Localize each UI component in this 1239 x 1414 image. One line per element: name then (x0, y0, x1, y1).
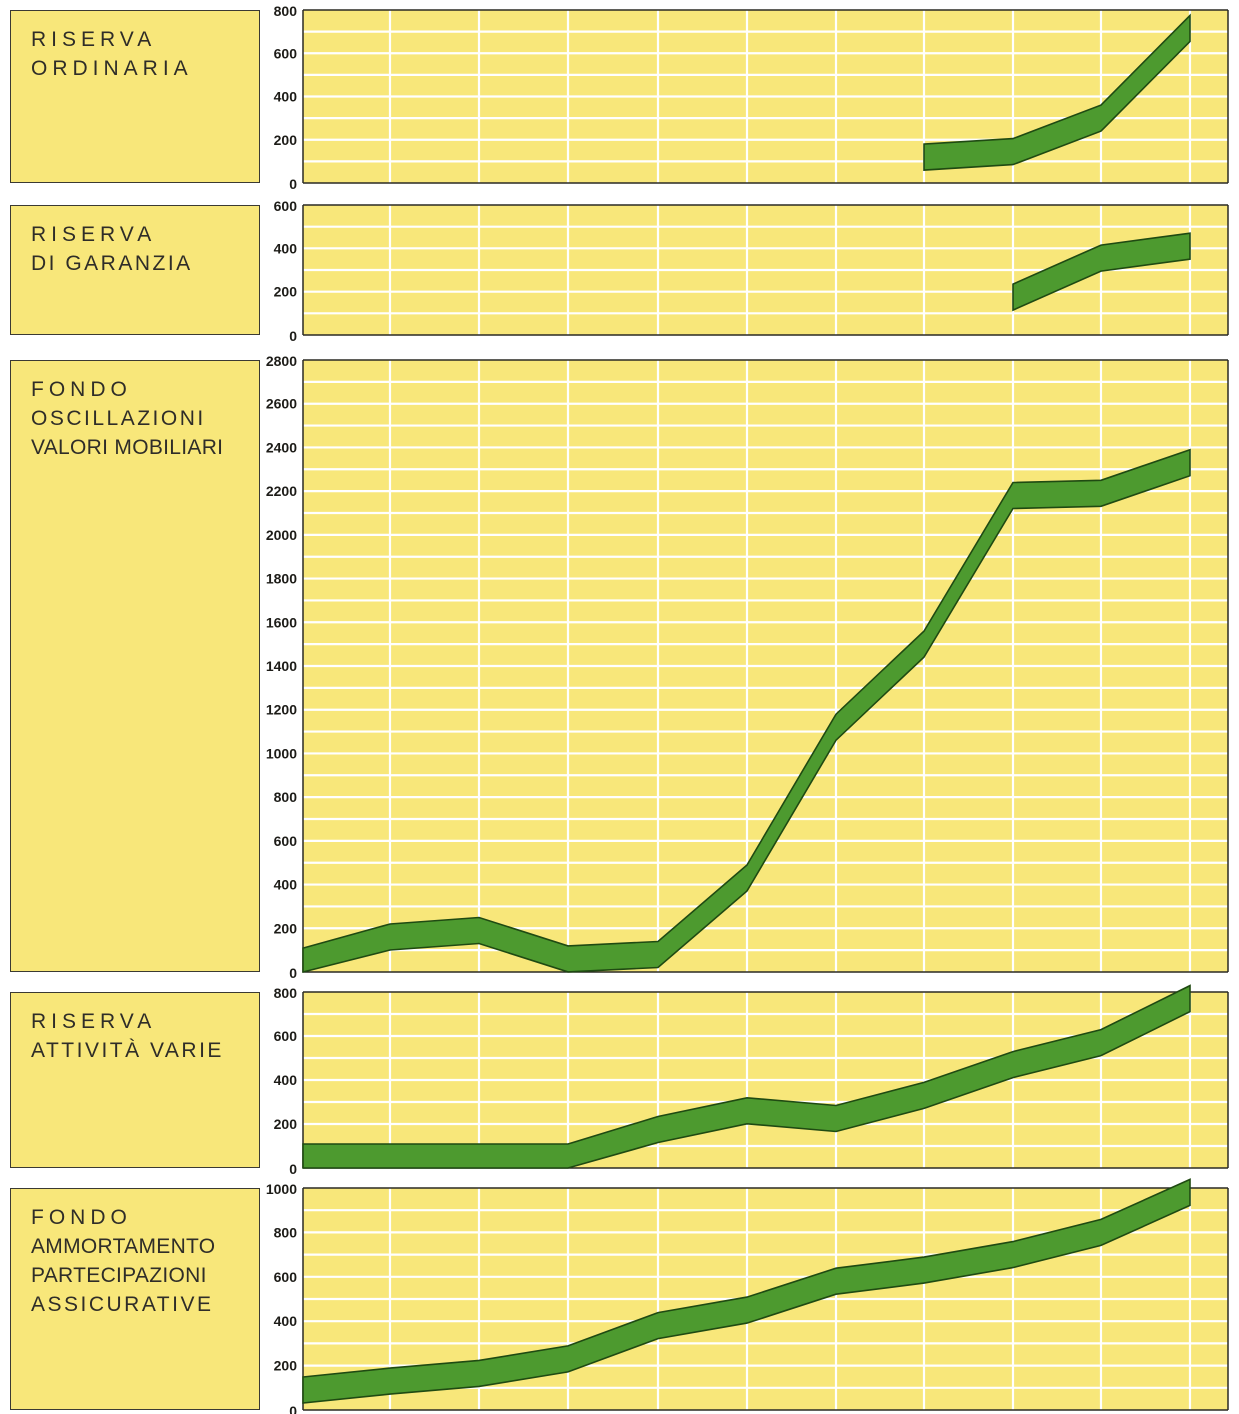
chart-1-label-box: RISERVA ORDINARIA (10, 10, 260, 183)
chart-1: 0 200 400 600 800 (274, 3, 1229, 192)
y-tick-label: 600 (274, 833, 298, 849)
y-tick-label: 1000 (266, 1181, 297, 1197)
y-tick-label: 200 (274, 1358, 298, 1374)
y-tick-label: 200 (274, 132, 298, 148)
y-tick-label: 1600 (266, 614, 297, 630)
chart-2: 0 200 400 600 (274, 198, 1229, 344)
y-tick-label: 2000 (266, 527, 297, 543)
chart-5-title-line: PARTECIPAZIONI (31, 1264, 207, 1287)
chart-5-title-line: FONDO (31, 1206, 132, 1229)
y-tick-label: 2200 (266, 483, 297, 499)
y-tick-label: 800 (274, 1224, 298, 1240)
y-tick-label: 1000 (266, 745, 297, 761)
chart-1-title-line: ORDINARIA (31, 57, 193, 80)
series-band (302, 1178, 1191, 1404)
y-tick-label: 800 (274, 789, 298, 805)
series-band (1012, 232, 1191, 312)
y-tick-label: 600 (274, 45, 298, 61)
chart-5: 0 200 400 600 800 1000 (266, 1178, 1229, 1414)
y-tick-label: 1200 (266, 702, 297, 718)
y-tick-label: 600 (274, 1028, 298, 1044)
y-tick-label: 400 (274, 1072, 298, 1088)
chart-5-title-line: AMMORTAMENTO (31, 1235, 216, 1258)
chart-3-title-line: VALORI MOBILIARI (31, 436, 224, 459)
y-tick-label: 0 (289, 965, 297, 981)
chart-1-title-line: RISERVA (31, 28, 157, 51)
y-tick-label: 1800 (266, 571, 297, 587)
y-tick-label: 400 (274, 1313, 298, 1329)
y-tick-label: 2600 (266, 396, 297, 412)
chart-3-label-box: FONDO OSCILLAZIONI VALORI MOBILIARI (10, 360, 260, 972)
y-tick-label: 0 (289, 328, 297, 344)
y-tick-label: 200 (274, 284, 298, 300)
chart-4-title-line: RISERVA (31, 1010, 157, 1033)
y-tick-label: 600 (274, 198, 298, 214)
y-tick-label: 200 (274, 1116, 298, 1132)
chart-3: 0 200 400 600 800 1000 1200 1400 1600 1800 2000 220… (266, 353, 1229, 981)
chart-4-label-box: RISERVA ATTIVITÀ VARIE (10, 992, 260, 1168)
y-tick-label: 800 (274, 3, 298, 19)
y-tick-label: 0 (289, 1403, 297, 1414)
y-tick-label: 2800 (266, 353, 297, 369)
series-band (302, 448, 1191, 974)
chart-5-title-line: ASSICURATIVE (31, 1293, 214, 1316)
y-tick-label: 200 (274, 920, 298, 936)
y-tick-label: 0 (289, 1161, 297, 1177)
chart-3-title-line: OSCILLAZIONI (31, 407, 206, 430)
chart-4: 0 200 400 600 800 (274, 984, 1229, 1177)
chart-4-title-line: ATTIVITÀ VARIE (31, 1039, 224, 1062)
series-band (302, 984, 1191, 1169)
chart-2-title-line: DI GARANZIA (31, 252, 193, 275)
y-tick-label: 0 (289, 176, 297, 192)
y-tick-label: 2400 (266, 439, 297, 455)
chart-5-label-box: FONDO AMMORTAMENTO PARTECIPAZIONI ASSICURAT… (10, 1188, 260, 1410)
y-tick-label: 400 (274, 240, 298, 256)
y-tick-label: 800 (274, 985, 298, 1001)
y-tick-label: 400 (274, 89, 298, 105)
y-tick-label: 400 (274, 877, 298, 893)
series-band (923, 13, 1191, 171)
y-tick-label: 1400 (266, 658, 297, 674)
chart-2-label-box: RISERVA DI GARANZIA (10, 205, 260, 335)
chart-3-title-line: FONDO (31, 378, 132, 401)
y-tick-label: 600 (274, 1269, 298, 1285)
chart-2-title-line: RISERVA (31, 223, 157, 246)
